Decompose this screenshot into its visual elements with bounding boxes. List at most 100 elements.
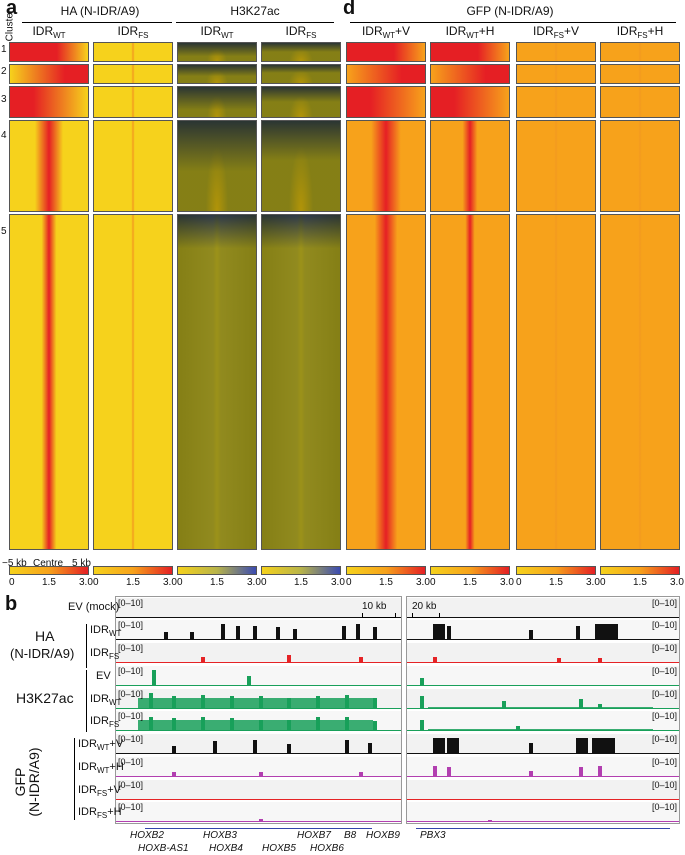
heatmap-block-col4-cluster4 (261, 120, 341, 212)
colorbar-tick-label: 0 (346, 577, 352, 588)
gene-label: HOXB4 (209, 843, 243, 854)
track-peak (164, 632, 168, 640)
column-title-suffix: +H (478, 24, 495, 38)
colorbar-tick-label: 3.0 (247, 577, 261, 588)
track-range-label: [0–10] (118, 598, 144, 608)
track-range-label: [0–10] (651, 689, 677, 699)
track-coverage (137, 720, 374, 731)
track-peak (420, 720, 424, 731)
track-peak (356, 624, 360, 640)
column-title-base: IDR (200, 24, 222, 38)
track-bracket-gfp (74, 738, 75, 820)
heatmap-block-col4-cluster3 (261, 86, 341, 118)
track-peak (359, 772, 363, 777)
track-group-gfp-sub: (N-IDR/A9) (26, 747, 42, 817)
heatmap-column-title-4: IDRFS (261, 24, 341, 40)
heatmap-block-col6-cluster3 (430, 86, 510, 118)
track-group-gfp: GFP (N-IDR/A9) (12, 737, 42, 827)
track-peak (529, 743, 533, 754)
heatmap-block-col4-cluster5 (261, 214, 341, 550)
track-range-label: [0–10] (651, 711, 677, 721)
colorbar-col2 (93, 566, 173, 575)
track-peak (373, 627, 377, 640)
panel-label-d: d (343, 0, 356, 19)
track-peak (516, 726, 520, 731)
track-peak (557, 658, 561, 663)
track-range-label: [0–10] (118, 757, 144, 767)
colorbar-col3 (177, 566, 257, 575)
track-peak (598, 658, 602, 663)
track-row-label-2: IDRWT (90, 624, 121, 638)
column-title-suffix: +V (563, 24, 579, 38)
heatmap-block-col7-cluster5 (516, 214, 596, 550)
track-label-base: IDR (78, 738, 97, 750)
track-label-base: IDR (78, 784, 97, 796)
track-peak (433, 624, 445, 640)
track-baseline (115, 662, 402, 663)
track-peak (373, 721, 377, 731)
track-b-row-6: [0–10] (115, 711, 402, 731)
column-title-sub: FS (553, 31, 564, 40)
track-coverage (427, 706, 653, 709)
heatmap-block-col5-cluster2 (346, 64, 426, 84)
track-range-label: [0–10] (651, 802, 677, 812)
column-title-sub: WT (382, 31, 396, 40)
track-group-h3k27ac: H3K27ac (16, 690, 74, 706)
track-row-label-5: IDRWT (90, 693, 121, 707)
colorbar-tick-label: 0 (261, 577, 267, 588)
heatmap-block-col4-cluster2 (261, 64, 341, 84)
column-title-base: IDR (117, 24, 139, 38)
track-peak (201, 657, 205, 663)
track-panel-frame-b (115, 596, 402, 824)
track-peak (253, 626, 257, 640)
track-c-row-3: [0–10] (406, 643, 680, 663)
heatmap-xaxis-right: 5 kb (72, 558, 91, 569)
track-b-row-10: [0–10] (115, 802, 402, 822)
track-c-row-1: [0–10] (406, 598, 680, 618)
track-c-row-4: [0–10] (406, 666, 680, 686)
gene-label: HOXB9 (366, 830, 400, 841)
cluster-label-5: 5 (1, 226, 7, 237)
track-peak (221, 624, 225, 640)
heatmap-block-col5-cluster1 (346, 42, 426, 62)
column-title-base: IDR (533, 24, 554, 38)
track-baseline (115, 639, 402, 640)
colorbar-tick-label: 1.5 (379, 577, 393, 588)
track-group-gfp-title: GFP (12, 767, 28, 797)
track-label-base: IDR (90, 647, 109, 659)
heatmap-block-col7-cluster2 (516, 64, 596, 84)
track-label-sub: FS (96, 789, 108, 798)
track-peak (433, 738, 445, 754)
track-label-sub: FS (108, 720, 120, 729)
column-title-sub: FS (306, 31, 317, 40)
track-peak (172, 746, 176, 754)
track-label-sub: FS (108, 652, 120, 661)
track-range-label: [0–10] (118, 711, 144, 721)
column-title-sub: FS (637, 31, 648, 40)
track-peak (287, 655, 291, 663)
column-title-sub: FS (138, 31, 149, 40)
colorbar-tick-label: 3.0 (500, 577, 514, 588)
group-rule-ha (22, 22, 172, 23)
colorbar-col7 (516, 566, 596, 575)
colorbar-col6 (430, 566, 510, 575)
heatmap-block-col8-cluster5 (600, 214, 680, 550)
cluster-label-4: 4 (1, 130, 7, 141)
track-c-row-6: [0–10] (406, 711, 680, 731)
track-peak (579, 699, 583, 709)
track-label-suffix: +H (107, 806, 122, 818)
track-peak (287, 744, 291, 754)
heatmap-block-col1-cluster1 (9, 42, 89, 62)
track-baseline (115, 776, 402, 777)
colorbar-tick-label: 3.0 (331, 577, 345, 588)
gene-track-line (416, 828, 670, 829)
colorbar-tick-label: 1.5 (549, 577, 563, 588)
colorbar-tick-label: 1.5 (126, 577, 140, 588)
track-label-ev-mock: EV (mock) (68, 601, 120, 613)
track-peak (502, 701, 506, 709)
track-peak (259, 772, 263, 777)
track-group-ha: HA (35, 628, 55, 644)
track-range-label: [0–10] (651, 620, 677, 630)
track-peak (293, 629, 297, 640)
heatmap-block-col3-cluster1 (177, 42, 257, 62)
